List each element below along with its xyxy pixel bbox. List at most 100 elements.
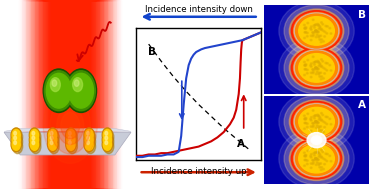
Bar bbox=[66, 0, 74, 189]
Circle shape bbox=[292, 139, 342, 179]
Circle shape bbox=[303, 152, 305, 153]
Circle shape bbox=[293, 103, 340, 140]
Circle shape bbox=[304, 69, 306, 70]
Circle shape bbox=[279, 1, 354, 61]
Circle shape bbox=[67, 139, 75, 150]
Bar bbox=[40, 0, 101, 189]
Circle shape bbox=[321, 39, 323, 40]
Circle shape bbox=[322, 67, 324, 68]
Circle shape bbox=[49, 135, 59, 149]
Circle shape bbox=[324, 122, 326, 123]
Circle shape bbox=[307, 113, 309, 115]
Circle shape bbox=[29, 133, 40, 147]
Circle shape bbox=[310, 155, 312, 157]
Circle shape bbox=[305, 32, 307, 33]
Circle shape bbox=[326, 160, 328, 162]
Circle shape bbox=[289, 137, 344, 180]
Circle shape bbox=[306, 36, 308, 37]
Circle shape bbox=[307, 150, 309, 152]
Circle shape bbox=[65, 69, 97, 112]
Bar bbox=[41, 0, 100, 189]
Circle shape bbox=[103, 129, 111, 141]
Bar bbox=[34, 0, 107, 189]
Circle shape bbox=[316, 67, 318, 69]
Circle shape bbox=[313, 115, 315, 117]
Circle shape bbox=[316, 71, 318, 73]
Bar bbox=[20, 0, 121, 189]
Text: B: B bbox=[148, 47, 157, 57]
Circle shape bbox=[320, 29, 322, 30]
Circle shape bbox=[14, 131, 17, 135]
Circle shape bbox=[68, 73, 94, 108]
Circle shape bbox=[85, 130, 95, 144]
Circle shape bbox=[322, 114, 324, 116]
Bar bbox=[27, 0, 113, 189]
Circle shape bbox=[330, 70, 332, 71]
Circle shape bbox=[317, 62, 319, 63]
Circle shape bbox=[61, 112, 80, 139]
Bar bbox=[64, 0, 76, 189]
Circle shape bbox=[294, 13, 339, 49]
Circle shape bbox=[57, 107, 84, 145]
Circle shape bbox=[316, 158, 318, 160]
Circle shape bbox=[314, 152, 316, 153]
Circle shape bbox=[318, 163, 320, 164]
Circle shape bbox=[318, 61, 320, 63]
Circle shape bbox=[48, 134, 57, 146]
Circle shape bbox=[296, 142, 337, 175]
Circle shape bbox=[317, 25, 319, 26]
Circle shape bbox=[289, 9, 344, 53]
Circle shape bbox=[315, 67, 317, 69]
Circle shape bbox=[310, 153, 312, 155]
Circle shape bbox=[318, 36, 320, 38]
Circle shape bbox=[320, 126, 322, 127]
Circle shape bbox=[85, 139, 93, 150]
Circle shape bbox=[317, 69, 319, 70]
Circle shape bbox=[321, 156, 323, 157]
Circle shape bbox=[84, 128, 94, 142]
Circle shape bbox=[306, 160, 308, 161]
Circle shape bbox=[304, 65, 306, 66]
Circle shape bbox=[307, 22, 309, 24]
Circle shape bbox=[319, 76, 321, 77]
Circle shape bbox=[314, 67, 316, 69]
Bar bbox=[23, 0, 117, 189]
Bar bbox=[50, 0, 91, 189]
Circle shape bbox=[318, 72, 320, 74]
Circle shape bbox=[319, 27, 321, 28]
Circle shape bbox=[314, 32, 316, 33]
Bar bbox=[38, 0, 102, 189]
Circle shape bbox=[325, 153, 327, 154]
Circle shape bbox=[318, 74, 320, 75]
Circle shape bbox=[47, 133, 58, 147]
Circle shape bbox=[304, 119, 306, 120]
Circle shape bbox=[313, 25, 315, 26]
Bar bbox=[38, 0, 102, 189]
Circle shape bbox=[314, 159, 316, 161]
Bar bbox=[62, 0, 78, 189]
Circle shape bbox=[325, 116, 327, 118]
Circle shape bbox=[312, 72, 314, 74]
Circle shape bbox=[315, 73, 317, 75]
Bar bbox=[61, 0, 80, 189]
Circle shape bbox=[305, 68, 307, 70]
Circle shape bbox=[310, 35, 312, 37]
Bar bbox=[23, 0, 118, 189]
Bar bbox=[36, 0, 105, 189]
Circle shape bbox=[321, 167, 323, 168]
Bar bbox=[60, 0, 81, 189]
Circle shape bbox=[104, 130, 114, 144]
Circle shape bbox=[310, 117, 312, 118]
Circle shape bbox=[306, 123, 308, 124]
Circle shape bbox=[318, 28, 320, 30]
Circle shape bbox=[319, 63, 321, 64]
Text: A: A bbox=[237, 139, 245, 149]
Circle shape bbox=[319, 155, 321, 156]
Bar bbox=[34, 0, 106, 189]
Circle shape bbox=[319, 167, 321, 168]
Circle shape bbox=[11, 133, 21, 147]
Circle shape bbox=[323, 41, 324, 42]
Bar bbox=[53, 0, 87, 189]
Circle shape bbox=[303, 37, 305, 39]
Bar bbox=[64, 0, 77, 189]
